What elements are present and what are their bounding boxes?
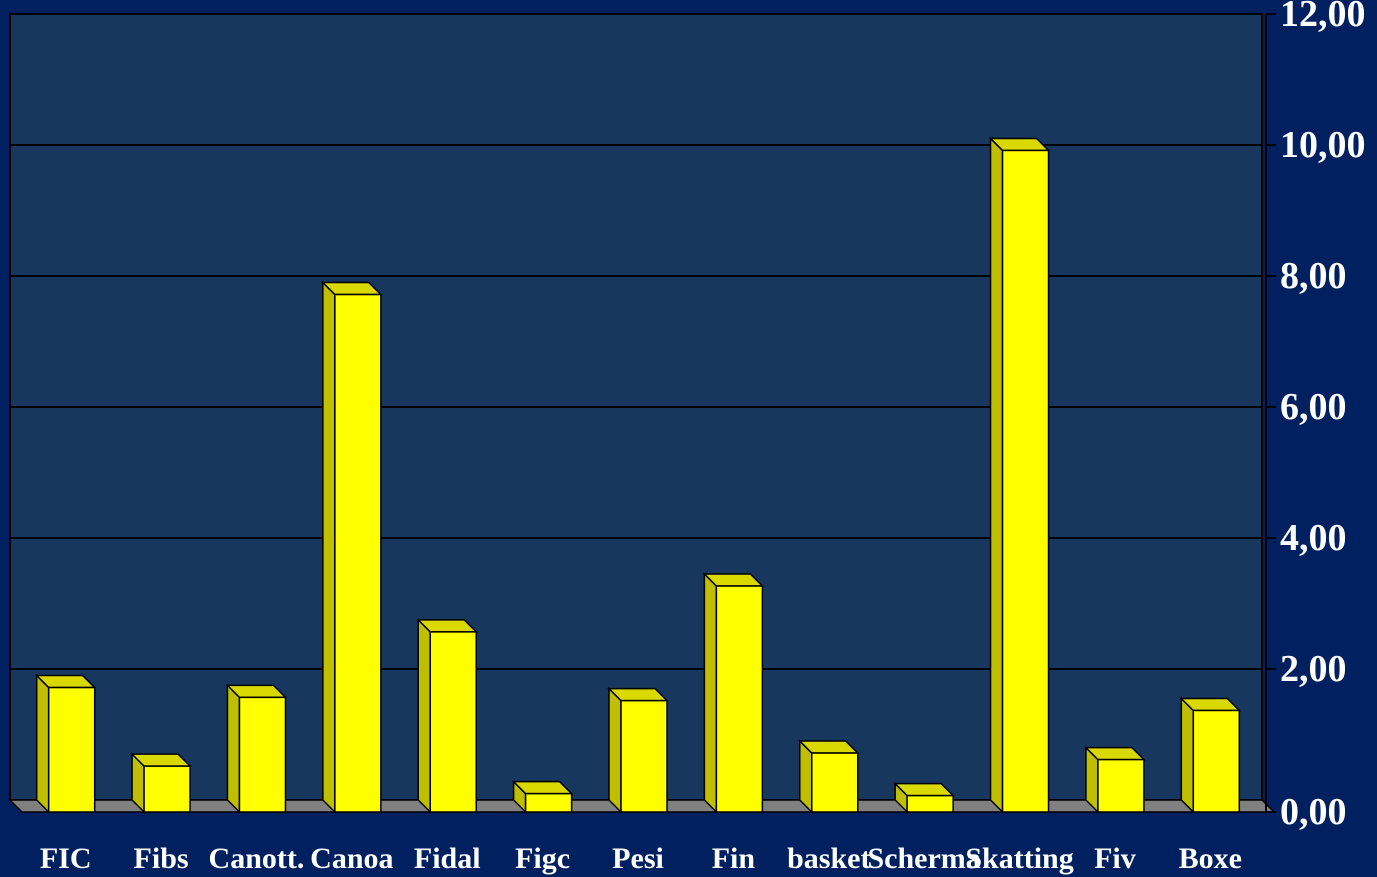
y-tick-label: 0,00: [1280, 791, 1347, 833]
bar-side: [989, 136, 1004, 814]
bar: [225, 683, 288, 814]
bar-front: [715, 585, 764, 813]
x-tick-label: Pesi: [612, 842, 664, 875]
x-tick-label: Skatting: [965, 842, 1073, 875]
x-tick-label: FIC: [40, 842, 92, 875]
y-tick-label: 2,00: [1280, 648, 1347, 690]
bar: [130, 752, 192, 814]
bar-front: [429, 631, 477, 813]
bar-front: [47, 686, 96, 813]
bar: [893, 781, 955, 814]
bar-side: [703, 572, 718, 814]
plot-area: [9, 13, 1263, 801]
y-axis: 0,00 2,00 4,00 6,00 8,00 10,00 12,00: [1265, 0, 1366, 833]
bar: [1179, 696, 1242, 814]
bar-front: [524, 792, 573, 813]
x-tick-label: Scherma: [867, 842, 980, 875]
y-tick-label: 6,00: [1280, 386, 1347, 428]
x-tick-label: Boxe: [1179, 842, 1242, 875]
y-tick-label: 8,00: [1280, 255, 1347, 297]
bar: [988, 136, 1051, 814]
bars: [34, 136, 1242, 814]
bar-side: [35, 673, 50, 814]
x-tick-label: Canott.: [209, 842, 305, 875]
bar: [416, 618, 479, 814]
x-tick-label: Fidal: [414, 842, 481, 875]
bar: [797, 739, 860, 814]
bar-front: [1001, 149, 1050, 813]
x-tick-label: Canoa: [310, 842, 393, 875]
bar-side: [608, 686, 622, 814]
x-tick-label: Figc: [515, 842, 570, 875]
bar: [607, 686, 669, 814]
bar: [321, 280, 383, 814]
x-tick-label: Fibs: [134, 842, 189, 875]
bar-side: [226, 683, 241, 814]
bar: [702, 572, 765, 814]
bar-side: [322, 280, 336, 814]
bar-front: [906, 794, 954, 813]
bar-front: [334, 293, 382, 813]
bar-front: [143, 765, 191, 813]
bar-side: [417, 618, 431, 814]
bar-front: [1097, 758, 1145, 813]
y-tick-label: 4,00: [1280, 517, 1347, 559]
bar-front: [811, 752, 859, 813]
bar-side: [1180, 696, 1195, 814]
bar-front: [238, 696, 287, 813]
bar-front: [1192, 709, 1241, 813]
x-tick-label: basket: [787, 842, 870, 875]
bar: [1084, 745, 1146, 814]
bar-front: [620, 699, 668, 813]
x-axis-labels: FIC Fibs Canott. Canoa Fidal Figc Pesi Fin baske…: [40, 842, 1242, 875]
x-tick-label: Fin: [712, 842, 756, 875]
x-tick-label: Fiv: [1094, 842, 1136, 875]
y-tick-label: 10,00: [1280, 124, 1366, 166]
bar: [511, 779, 574, 814]
bar: [34, 673, 97, 814]
y-tick-label: 12,00: [1280, 0, 1366, 35]
